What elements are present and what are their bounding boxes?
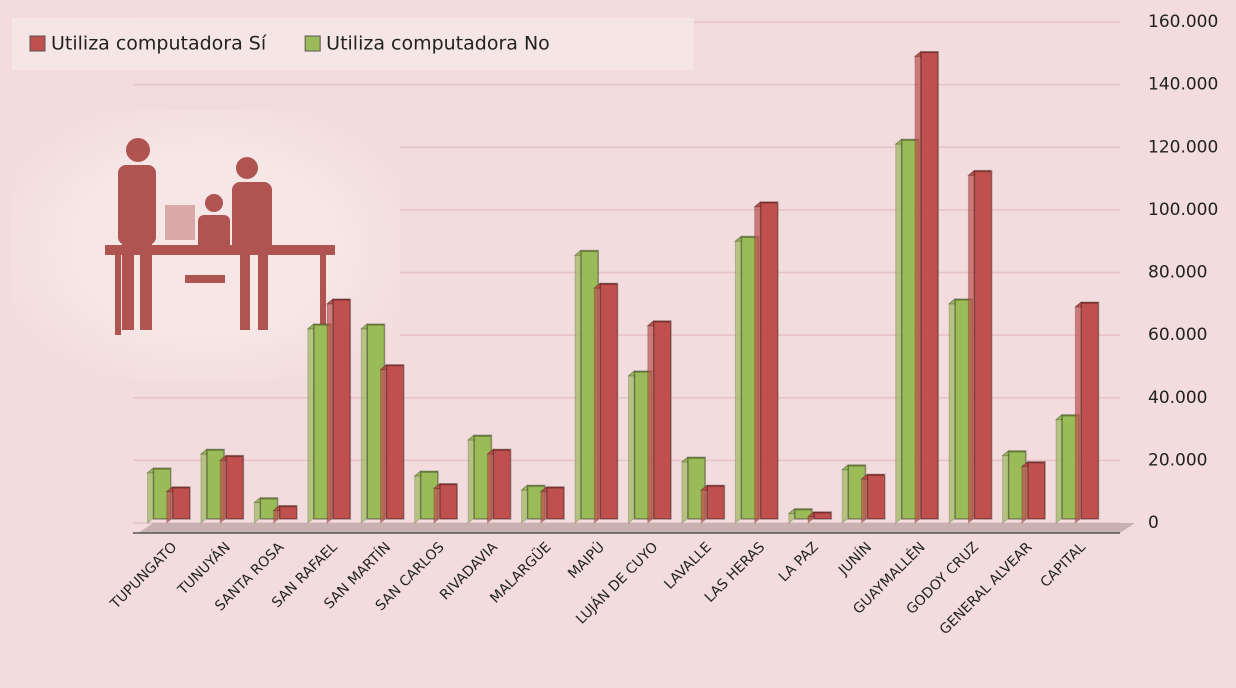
y-tick-label: 100.000: [1148, 200, 1218, 220]
bar-side: [522, 485, 528, 523]
chart: 0 20.000 40.000 60.000 80.000 100.000 120.000 1…: [0, 0, 1236, 688]
bar: [1028, 463, 1045, 519]
y-tick-label: 20.000: [1148, 450, 1207, 470]
bar: [440, 485, 457, 519]
bar: [547, 488, 564, 519]
legend-label: Utiliza computadora Sí: [51, 33, 267, 55]
bar-side: [896, 139, 902, 523]
bar-side: [575, 250, 581, 523]
y-tick-label: 40.000: [1148, 388, 1207, 408]
y-tick-label: 140.000: [1148, 75, 1218, 95]
x-tick-label: CAPITAL: [1037, 539, 1089, 591]
bar: [707, 486, 724, 519]
bar: [974, 171, 991, 519]
bar: [387, 366, 404, 519]
bar-side: [147, 468, 153, 523]
bar: [761, 203, 778, 519]
bar-side: [968, 170, 974, 523]
x-tick-label: LA PAZ: [776, 539, 822, 585]
bar-side: [1075, 302, 1081, 523]
bar-side: [842, 465, 848, 523]
legend: Utiliza computadora Sí Utiliza computador…: [12, 18, 694, 70]
x-tick-label: MAIPÚ: [564, 538, 608, 582]
x-tick-label: LAVALLE: [661, 539, 714, 592]
bar-side: [434, 484, 440, 523]
y-tick-label: 60.000: [1148, 325, 1207, 345]
bar-side: [648, 321, 654, 523]
bar-side: [1022, 462, 1028, 523]
bar: [1081, 303, 1098, 519]
y-tick-label: 0: [1148, 513, 1159, 533]
bar-side: [487, 449, 493, 523]
y-tick-label: 160.000: [1148, 12, 1218, 32]
bar: [868, 475, 885, 519]
bar-side: [1056, 415, 1062, 523]
x-tick-label: JUNÍN: [835, 539, 876, 580]
bar: [173, 488, 190, 519]
floor: [138, 523, 1135, 533]
bar-side: [755, 202, 761, 523]
x-tick-label: TUPUNGATO: [107, 539, 180, 612]
bar-side: [594, 283, 600, 523]
bar-side: [381, 365, 387, 523]
bar-side: [327, 299, 333, 523]
bar-side: [862, 474, 868, 523]
bar-side: [701, 485, 707, 523]
bar-side: [682, 457, 688, 523]
bar-side: [220, 455, 226, 523]
bar-side: [415, 471, 421, 523]
bar: [333, 300, 350, 519]
x-tick-label: GENERAL ALVEAR: [937, 539, 1036, 638]
bar-side: [201, 449, 207, 523]
bar-side: [915, 51, 921, 523]
bar-side: [361, 324, 367, 523]
bar-side: [628, 371, 634, 523]
bar-side: [1003, 451, 1009, 523]
bar-side: [468, 435, 474, 523]
bar: [280, 506, 297, 519]
bar: [814, 513, 831, 519]
bar-side: [949, 299, 955, 523]
y-tick-label: 80.000: [1148, 263, 1207, 283]
y-tick-label: 120.000: [1148, 137, 1218, 157]
bar: [654, 322, 671, 519]
legend-label: Utiliza computadora No: [326, 33, 550, 55]
bar: [921, 52, 938, 519]
legend-swatch: [305, 36, 320, 51]
bar-side: [735, 236, 741, 523]
page: {"chart_data": {"type": "bar", "categori…: [0, 0, 1236, 688]
bar-side: [308, 324, 314, 523]
legend-swatch: [30, 36, 45, 51]
bar: [226, 456, 243, 519]
bar: [493, 450, 510, 519]
bar: [600, 284, 617, 519]
